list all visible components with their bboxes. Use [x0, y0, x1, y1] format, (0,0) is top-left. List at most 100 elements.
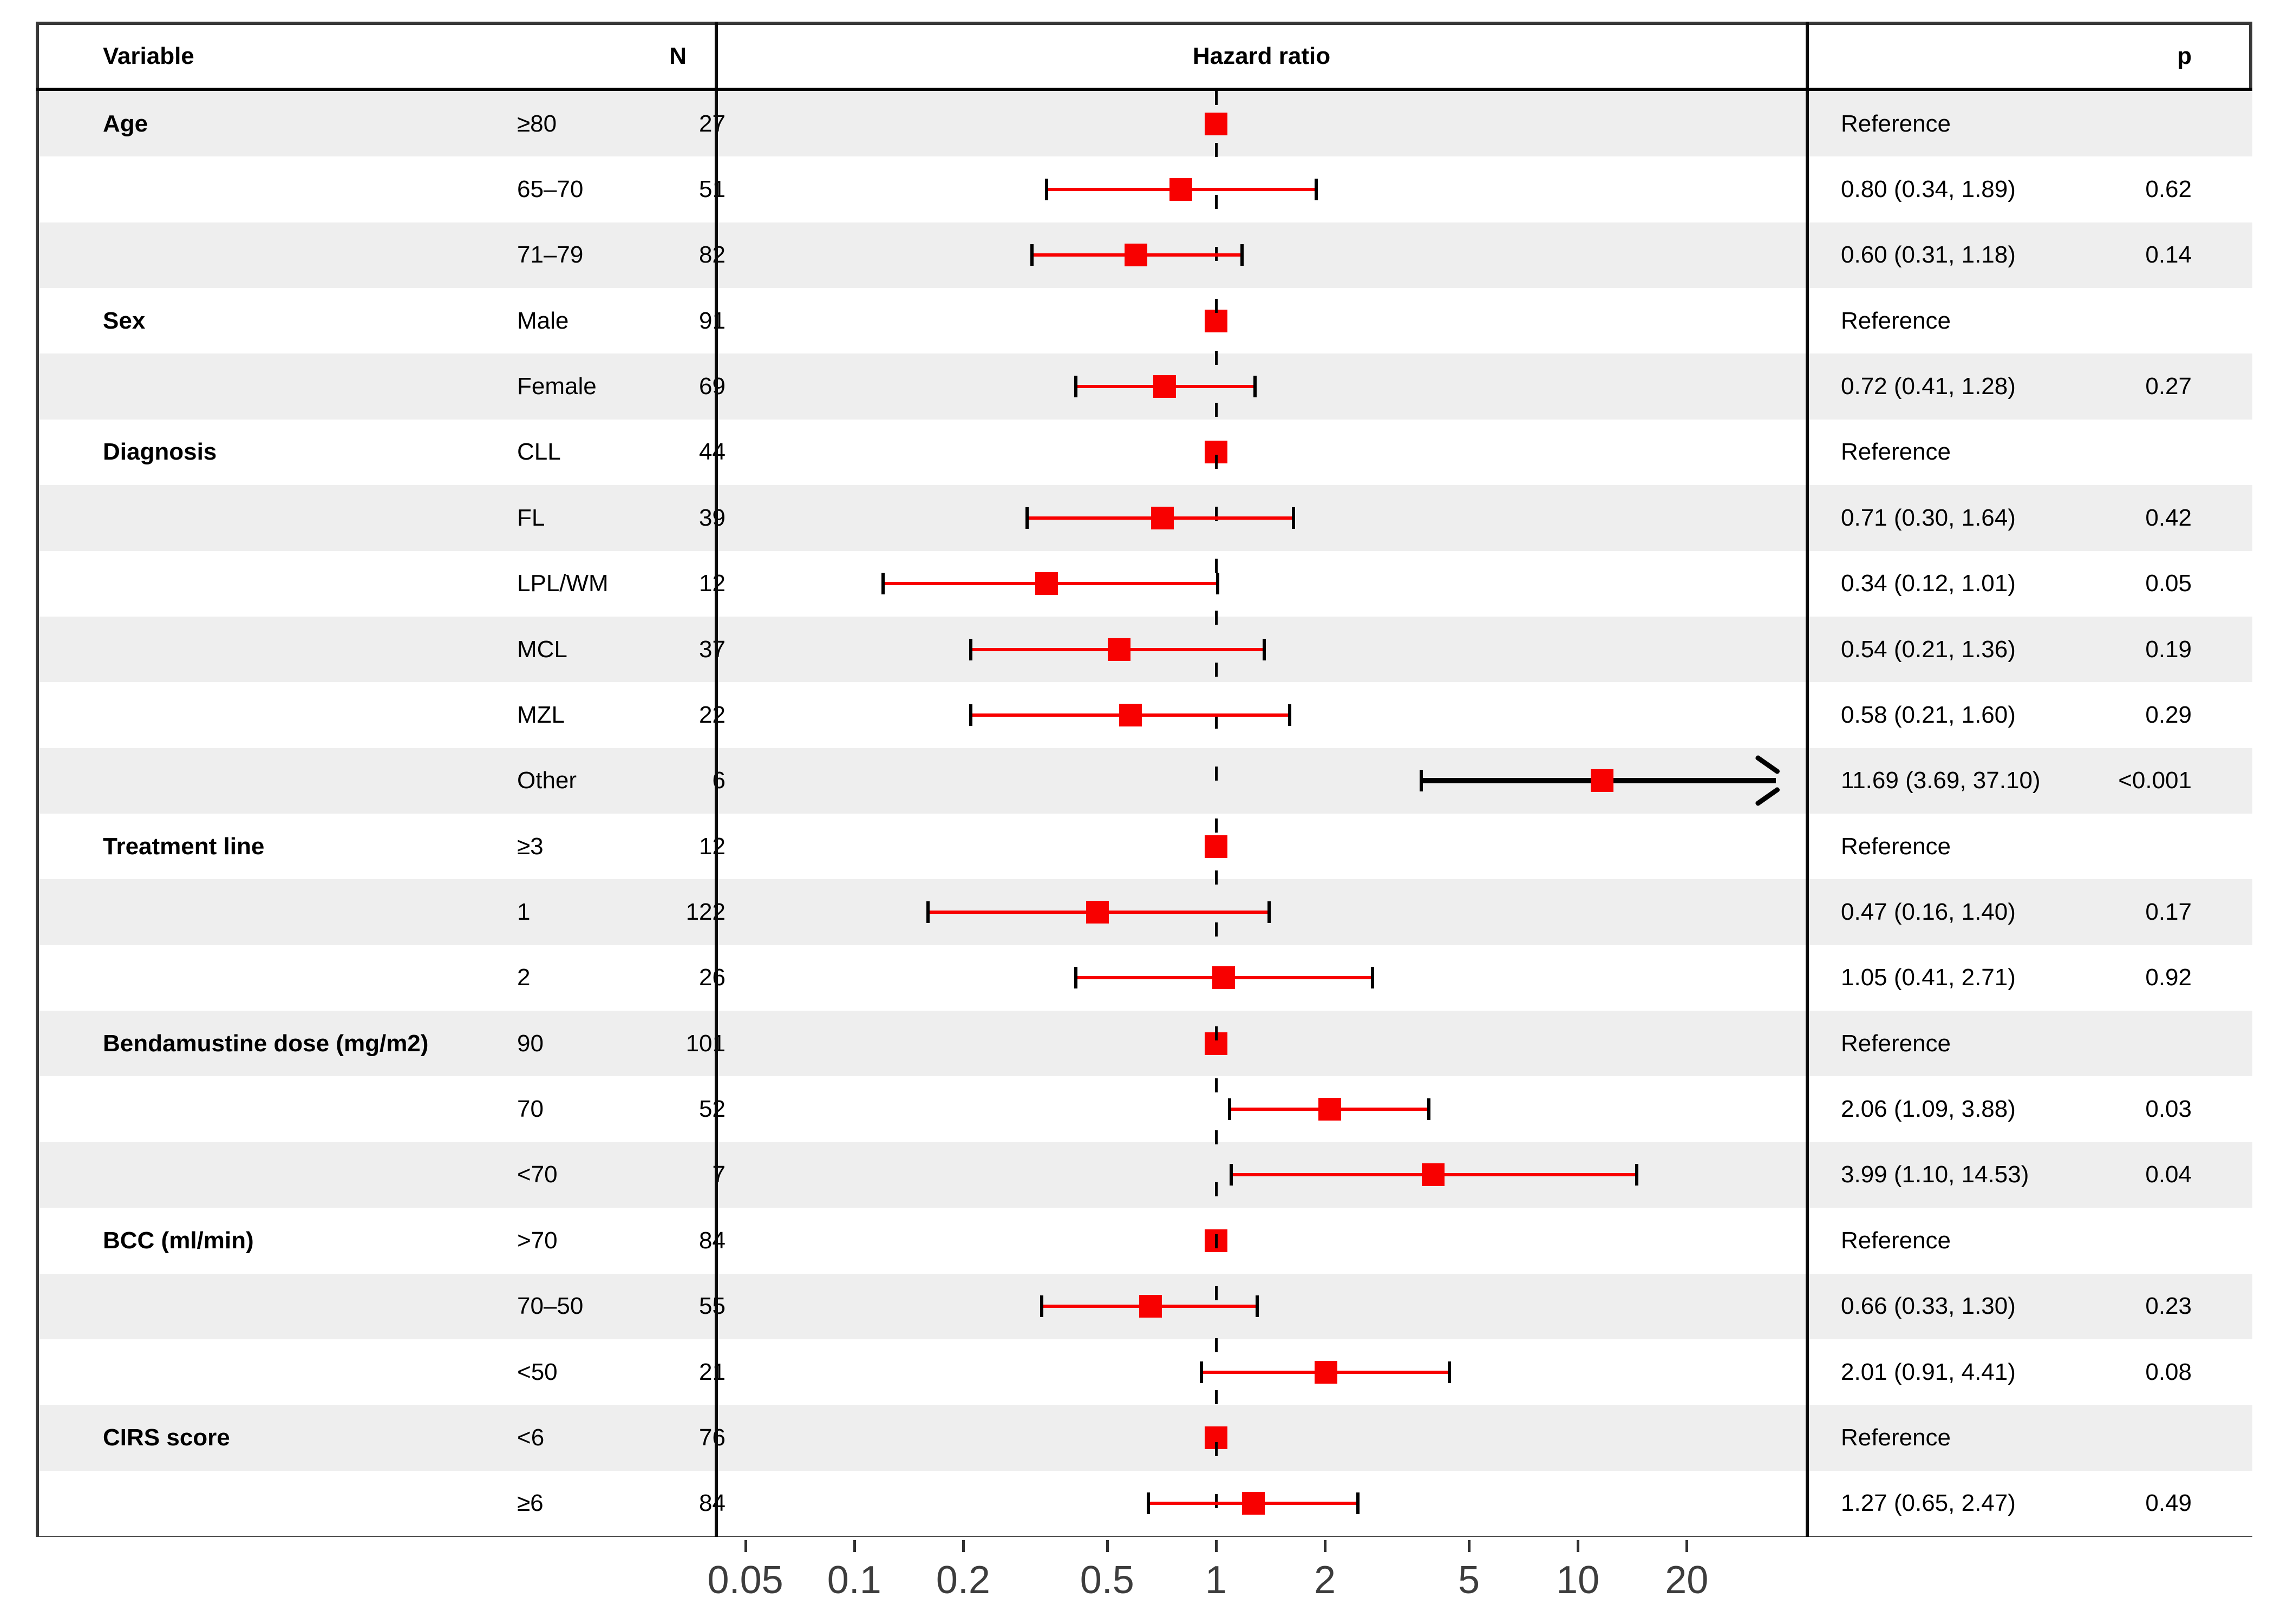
hr-ci-text: 0.47 (0.16, 1.40)	[1841, 899, 2016, 926]
ci-cap-low	[969, 638, 973, 660]
point-marker	[1119, 703, 1142, 726]
column-header-hazard-ratio: Hazard ratio	[1192, 43, 1331, 69]
n-value: 27	[699, 110, 726, 137]
n-value: 44	[699, 438, 726, 466]
axis-tick	[1324, 1540, 1327, 1552]
axis-tick	[1106, 1540, 1109, 1552]
table-row: BCC (ml/min) >70 84 Reference	[39, 1208, 2252, 1274]
level-label: >70	[517, 1227, 558, 1254]
axis-tick-label: 0.5	[1080, 1558, 1134, 1602]
hr-ci-text: 2.01 (0.91, 4.41)	[1841, 1358, 2016, 1385]
hr-ci-text: Reference	[1841, 110, 1951, 137]
p-value: 0.49	[2145, 1490, 2192, 1517]
n-value: 122	[685, 899, 726, 926]
variable-label: Treatment line	[103, 833, 265, 860]
point-marker	[1242, 1492, 1265, 1515]
column-header-variable: Variable	[103, 43, 194, 69]
n-value: 6	[712, 767, 726, 794]
axis-tick	[744, 1540, 747, 1552]
level-label: ≥6	[517, 1490, 544, 1517]
p-value: 0.17	[2145, 899, 2192, 926]
ci-cap-low	[926, 901, 930, 924]
hr-ci-text: 2.06 (1.09, 3.88)	[1841, 1096, 2016, 1123]
table-row: LPL/WM 12 0.34 (0.12, 1.01) 0.05	[39, 551, 2252, 617]
ci-cap-low	[1044, 179, 1048, 201]
p-value: 0.62	[2145, 176, 2192, 203]
ci-cap-low	[969, 704, 973, 726]
table-row: <70 7 3.99 (1.10, 14.53) 0.04	[39, 1142, 2252, 1208]
hr-ci-text: 0.58 (0.21, 1.60)	[1841, 701, 2016, 728]
hr-ci-text: Reference	[1841, 307, 1951, 334]
p-value: <0.001	[2118, 767, 2192, 794]
p-value: 0.27	[2145, 373, 2192, 400]
level-label: Female	[517, 373, 597, 400]
level-label: CLL	[517, 438, 561, 466]
hr-ci-text: 0.66 (0.33, 1.30)	[1841, 1293, 2016, 1320]
n-value: 101	[685, 1030, 726, 1057]
table-row: <50 21 2.01 (0.91, 4.41) 0.08	[39, 1339, 2252, 1405]
p-value: 0.42	[2145, 504, 2192, 531]
reference-dashed-line	[1215, 91, 1218, 1536]
point-marker	[1314, 1360, 1337, 1384]
ci-cap-low	[1227, 1098, 1231, 1121]
ci-cap-high	[1216, 573, 1219, 595]
table-row: Sex Male 91 Reference	[39, 288, 2252, 354]
variable-label: Sex	[103, 307, 146, 334]
n-value: 76	[699, 1424, 726, 1451]
axis-tick-label: 2	[1314, 1558, 1336, 1602]
ci-cap-high	[1356, 1492, 1360, 1515]
table-row: ≥6 84 1.27 (0.65, 2.47) 0.49	[39, 1470, 2252, 1536]
hr-ci-text: Reference	[1841, 1030, 1951, 1057]
level-label: LPL/WM	[517, 570, 609, 597]
level-label: Other	[517, 767, 577, 794]
n-value: 12	[699, 833, 726, 860]
ci-cap-low	[1030, 244, 1034, 266]
axis-tick-label: 10	[1556, 1558, 1600, 1602]
p-value: 0.04	[2145, 1161, 2192, 1188]
p-value: 0.92	[2145, 964, 2192, 991]
level-label: ≥3	[517, 833, 544, 860]
ci-cap-high	[1256, 1295, 1259, 1318]
axis-tick-label: 0.05	[707, 1558, 783, 1602]
hr-ci-text: 3.99 (1.10, 14.53)	[1841, 1161, 2029, 1188]
point-marker	[1422, 1163, 1445, 1187]
table-row: Treatment line ≥3 12 Reference	[39, 814, 2252, 880]
ci-cap-low	[1146, 1492, 1150, 1515]
p-value: 0.03	[2145, 1096, 2192, 1123]
axis-tick	[962, 1540, 965, 1552]
axis-tick-label: 20	[1665, 1558, 1709, 1602]
n-value: 91	[699, 307, 726, 334]
level-label: FL	[517, 504, 545, 531]
point-marker	[1108, 638, 1131, 661]
variable-label: CIRS score	[103, 1424, 230, 1451]
level-label: 70	[517, 1096, 544, 1123]
table-row: 1 122 0.47 (0.16, 1.40) 0.17	[39, 879, 2252, 945]
ci-cap-low	[1074, 376, 1078, 398]
ci-cap-high	[1314, 179, 1318, 201]
variable-label: Age	[103, 110, 148, 137]
axis-tick	[1467, 1540, 1471, 1552]
hr-ci-text: 0.80 (0.34, 1.89)	[1841, 176, 2016, 203]
ci-cap-high	[1253, 376, 1257, 398]
n-value: 39	[699, 504, 726, 531]
hr-ci-text: 0.54 (0.21, 1.36)	[1841, 636, 2016, 663]
point-marker	[1086, 901, 1109, 924]
p-value: 0.14	[2145, 241, 2192, 269]
level-label: MZL	[517, 701, 565, 728]
variable-label: BCC (ml/min)	[103, 1227, 254, 1254]
n-value: 84	[699, 1227, 726, 1254]
level-label: 2	[517, 964, 531, 991]
n-value: 51	[699, 176, 726, 203]
ci-cap-low	[1040, 1295, 1044, 1318]
table-row: MZL 22 0.58 (0.21, 1.60) 0.29	[39, 682, 2252, 748]
hr-ci-text: Reference	[1841, 438, 1951, 466]
point-marker	[1318, 1098, 1341, 1121]
table-row: 70 52 2.06 (1.09, 3.88) 0.03	[39, 1076, 2252, 1142]
point-marker	[1212, 966, 1236, 990]
table-row: FL 39 0.71 (0.30, 1.64) 0.42	[39, 485, 2252, 551]
level-label: <70	[517, 1161, 558, 1188]
ci-cap-low	[1419, 770, 1423, 792]
n-value: 82	[699, 241, 726, 269]
